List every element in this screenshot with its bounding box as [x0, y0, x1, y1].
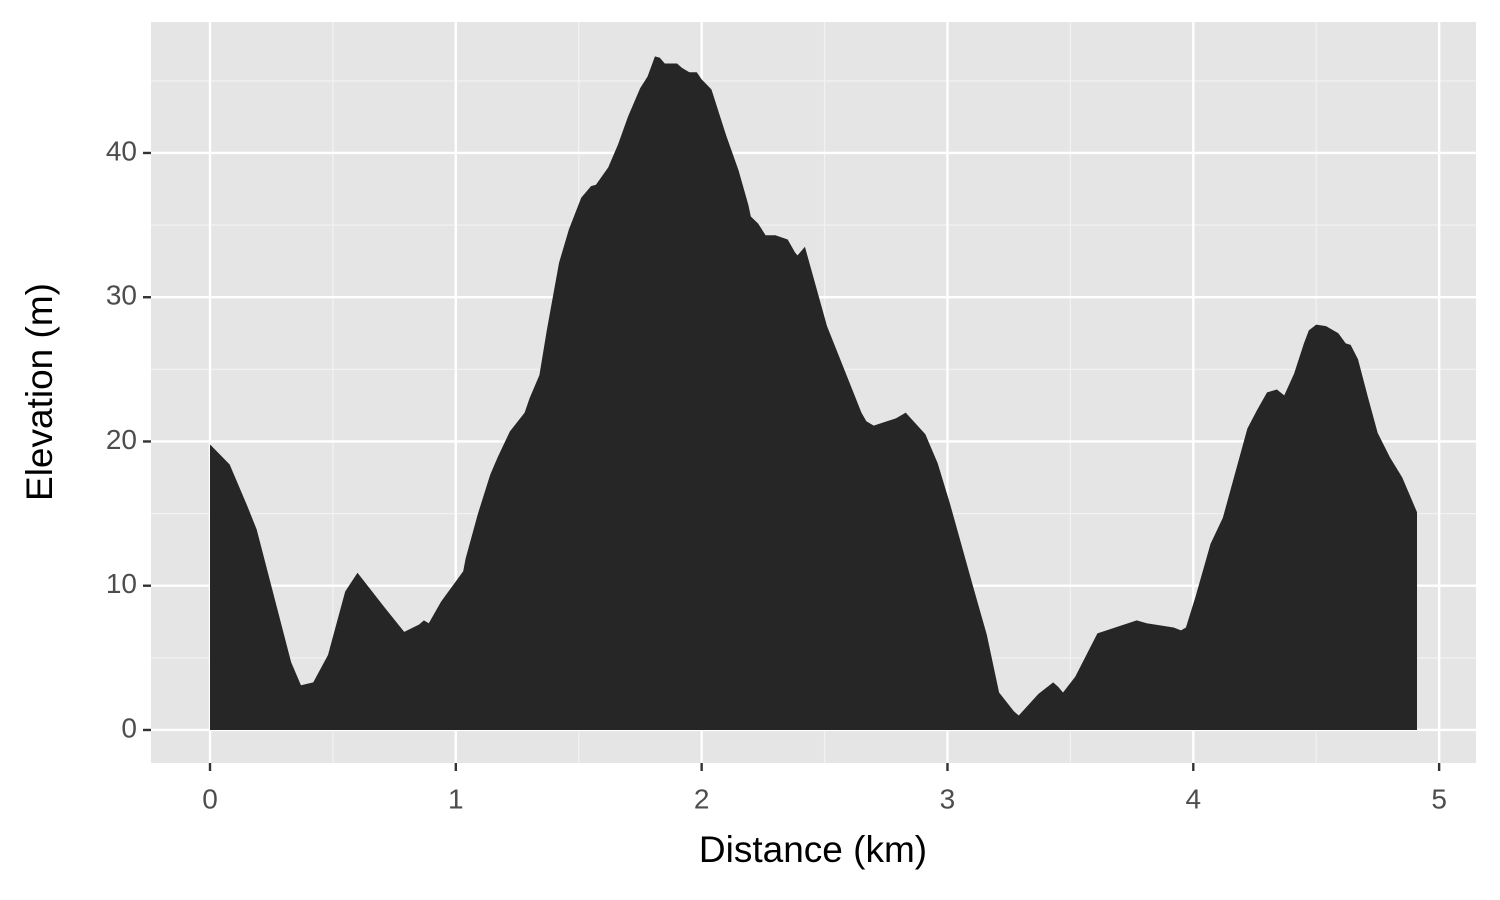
- y-tick-label: 20: [106, 424, 137, 455]
- y-tick-label: 40: [106, 135, 137, 166]
- y-tick-label: 30: [106, 280, 137, 311]
- x-tick-label: 1: [448, 783, 464, 814]
- y-axis-title: Elevation (m): [19, 283, 60, 501]
- x-tick-label: 4: [1186, 783, 1202, 814]
- x-tick-label: 2: [694, 783, 710, 814]
- y-tick-label: 0: [121, 712, 137, 743]
- x-tick-label: 0: [202, 783, 218, 814]
- y-tick-label: 10: [106, 568, 137, 599]
- x-tick-label: 3: [940, 783, 956, 814]
- area: [209, 56, 1418, 730]
- x-axis-title: Distance (km): [699, 829, 927, 870]
- x-tick-label: 5: [1431, 783, 1447, 814]
